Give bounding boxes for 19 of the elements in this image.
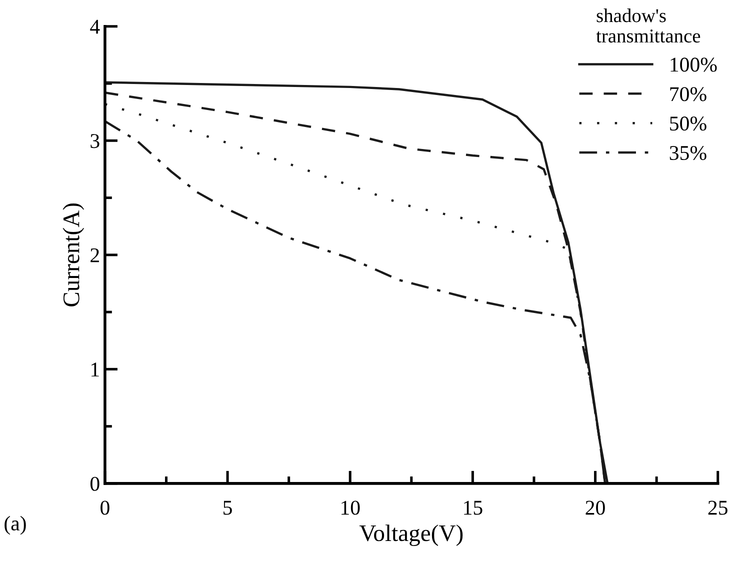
x-tick-label: 15 — [464, 500, 482, 515]
legend-label: 100% — [670, 58, 717, 72]
y-tick-label: 1 — [92, 362, 99, 376]
y-tick-label: 0 — [90, 476, 100, 491]
x-tick-label: 5 — [224, 500, 232, 515]
y-tick-label: 2 — [90, 248, 99, 262]
x-axis-title: Voltage(V) — [359, 524, 463, 546]
x-tick-label: 25 — [708, 500, 728, 515]
y-tick-label: 4 — [90, 20, 100, 34]
legend-label: 70% — [670, 87, 706, 102]
y-axis-title: Current(A) — [62, 203, 84, 306]
legend-label: 35% — [670, 146, 706, 160]
text: (a) — [4, 516, 26, 535]
x-tick-label: 10 — [342, 500, 360, 515]
y-tick-label: 3 — [90, 134, 100, 148]
legend-label: 50% — [670, 116, 706, 131]
x-tick-label: 0 — [100, 500, 110, 515]
legend-title: shadow's transmittance — [596, 8, 700, 43]
x-tick-label: 20 — [586, 500, 605, 515]
